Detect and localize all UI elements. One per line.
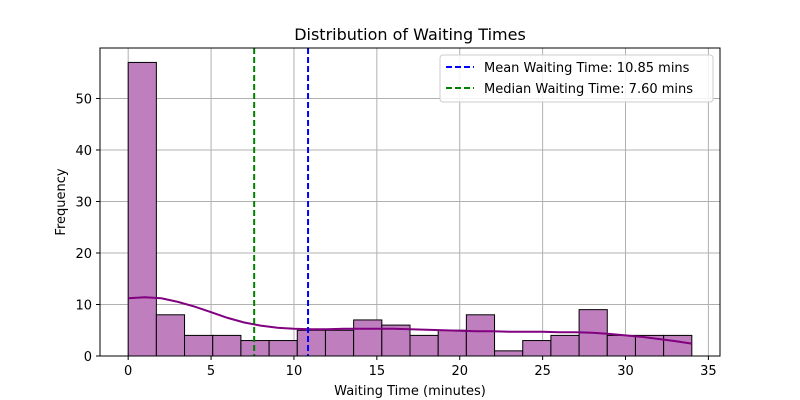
histogram-bar	[437, 329, 467, 357]
y-tick-label: 30	[75, 195, 92, 210]
axis-ticks: 0 5 10 15 20 25 30 35 0 10 20 30 40 50	[75, 92, 716, 379]
histogram-bar	[465, 314, 496, 357]
legend: Mean Waiting Time: 10.85 mins Median Wait…	[439, 54, 714, 103]
x-tick-label: 30	[617, 364, 634, 379]
kde-curve-group	[128, 296, 692, 345]
x-tick-label: 35	[700, 364, 717, 379]
x-tick-label: 5	[207, 364, 215, 379]
kde-curve	[128, 296, 692, 345]
plot-frame	[99, 47, 721, 357]
x-tick-label: 20	[451, 364, 468, 379]
chart-title: Distribution of Waiting Times	[294, 25, 526, 44]
histogram-bar	[409, 334, 439, 357]
x-tick-label: 10	[286, 364, 303, 379]
legend-median-label: Median Waiting Time: 7.60 mins	[484, 82, 693, 97]
legend-box	[439, 54, 714, 103]
histogram-bar	[494, 350, 524, 357]
x-tick-label: 15	[369, 364, 386, 379]
histogram-bar	[268, 340, 298, 357]
histogram-bar	[550, 334, 580, 357]
histogram-bar	[606, 334, 636, 357]
histogram-bar	[663, 334, 693, 357]
y-tick-label: 10	[75, 298, 92, 313]
y-tick-label: 0	[84, 350, 92, 365]
reference-lines	[253, 48, 310, 356]
y-tick-label: 40	[75, 144, 92, 159]
x-tick-label: 25	[534, 364, 551, 379]
histogram-bar	[155, 314, 186, 357]
y-tick-label: 20	[75, 247, 92, 262]
histogram-bars	[127, 61, 693, 357]
y-axis-label: Frequency	[54, 168, 69, 235]
x-axis-label: Waiting Time (minutes)	[334, 384, 486, 399]
histogram-bar	[324, 329, 355, 357]
histogram-bar	[184, 334, 214, 357]
y-tick-label: 50	[75, 92, 92, 107]
histogram-bar	[381, 324, 411, 357]
legend-mean-label: Mean Waiting Time: 10.85 mins	[484, 61, 690, 76]
histogram-bar	[353, 319, 383, 357]
histogram-bar	[212, 334, 242, 357]
histogram-bar	[127, 61, 157, 357]
x-tick-label: 0	[124, 364, 132, 379]
histogram-bar	[522, 340, 552, 357]
histogram-bar	[296, 329, 326, 357]
